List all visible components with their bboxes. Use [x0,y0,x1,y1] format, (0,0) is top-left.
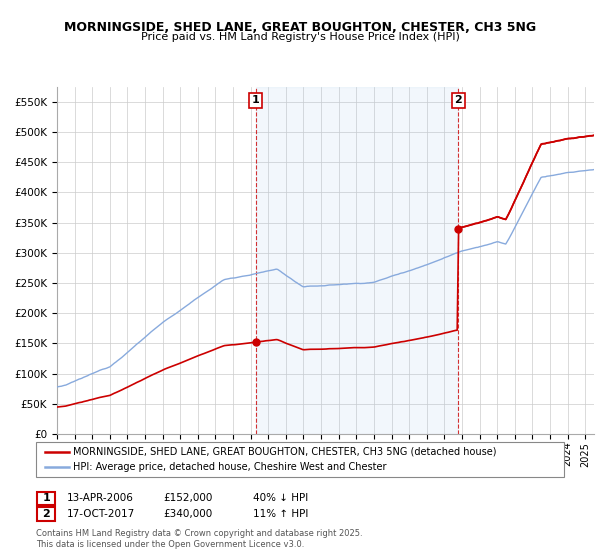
Text: 1: 1 [252,96,259,105]
Text: MORNINGSIDE, SHED LANE, GREAT BOUGHTON, CHESTER, CH3 5NG (detached house): MORNINGSIDE, SHED LANE, GREAT BOUGHTON, … [73,447,497,457]
Text: 1: 1 [43,493,50,503]
Text: Price paid vs. HM Land Registry's House Price Index (HPI): Price paid vs. HM Land Registry's House … [140,32,460,42]
Text: 2: 2 [43,509,50,519]
Text: HPI: Average price, detached house, Cheshire West and Chester: HPI: Average price, detached house, Ches… [73,462,387,472]
Text: 2: 2 [454,96,462,105]
Text: MORNINGSIDE, SHED LANE, GREAT BOUGHTON, CHESTER, CH3 5NG: MORNINGSIDE, SHED LANE, GREAT BOUGHTON, … [64,21,536,34]
Text: 13-APR-2006: 13-APR-2006 [67,493,134,503]
Text: £340,000: £340,000 [163,509,212,519]
Text: 17-OCT-2017: 17-OCT-2017 [67,509,136,519]
Text: 40% ↓ HPI: 40% ↓ HPI [253,493,308,503]
Text: 11% ↑ HPI: 11% ↑ HPI [253,509,308,519]
Text: Contains HM Land Registry data © Crown copyright and database right 2025.
This d: Contains HM Land Registry data © Crown c… [36,529,362,549]
Bar [256,87,458,434]
Text: £152,000: £152,000 [163,493,212,503]
